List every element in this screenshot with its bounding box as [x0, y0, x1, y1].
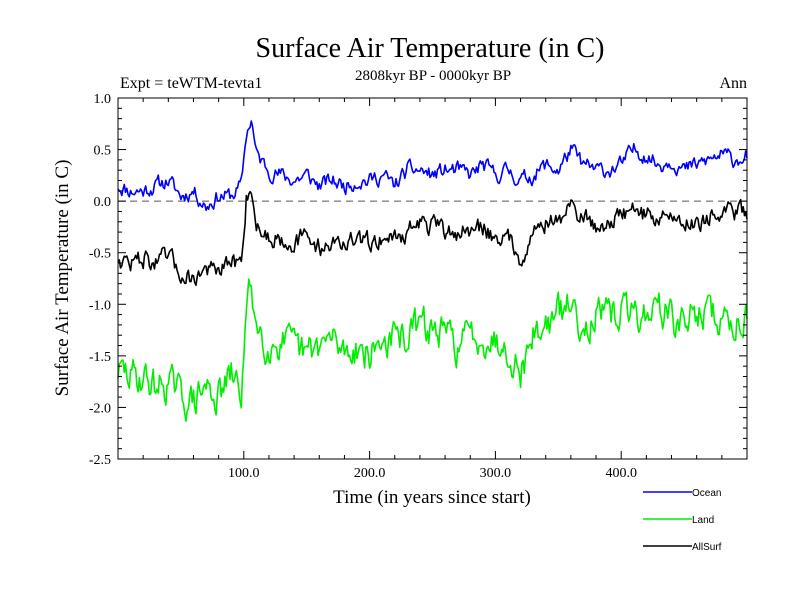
- experiment-label: Expt = teWTM-tevta1: [120, 75, 262, 92]
- axes: 100.0 200.0 300.0 400.0 1.0 0.5 0.0 -0.5 -1.0 -1.…: [89, 92, 747, 481]
- plot-frame: [117, 97, 748, 460]
- season-label: Ann: [719, 75, 747, 92]
- x-tick-label: 300.0: [480, 466, 512, 481]
- y-axis-label: Surface Air Temperature (in C): [52, 160, 73, 397]
- y-tick-label: -0.5: [89, 247, 111, 262]
- y-tick-label: 1.0: [94, 92, 112, 107]
- y-tick-label: -2.0: [89, 401, 111, 416]
- series-line-land: [117, 278, 748, 422]
- plot-area: [117, 120, 748, 422]
- y-tick-label: 0.5: [94, 144, 112, 159]
- x-tick-label: 200.0: [354, 466, 386, 481]
- legend: Ocean Land AllSurf: [643, 488, 722, 553]
- y-tick-label: -2.5: [89, 453, 111, 468]
- series-line-ocean: [117, 120, 748, 211]
- series-line-allsurf: [117, 190, 748, 286]
- x-tick-label: 100.0: [228, 466, 260, 481]
- x-axis-label: Time (in years since start): [333, 487, 531, 508]
- legend-label-ocean: Ocean: [692, 488, 721, 499]
- legend-label-land: Land: [692, 515, 714, 526]
- chart-subtitle: 2808kyr BP - 0000kyr BP: [355, 68, 511, 84]
- y-tick-label: 0.0: [94, 195, 112, 210]
- y-tick-label: -1.5: [89, 350, 111, 365]
- y-tick-label: -1.0: [89, 298, 111, 313]
- x-tick-label: 400.0: [605, 466, 637, 481]
- chart-title: Surface Air Temperature (in C): [256, 33, 605, 64]
- legend-label-allsurf: AllSurf: [692, 542, 722, 553]
